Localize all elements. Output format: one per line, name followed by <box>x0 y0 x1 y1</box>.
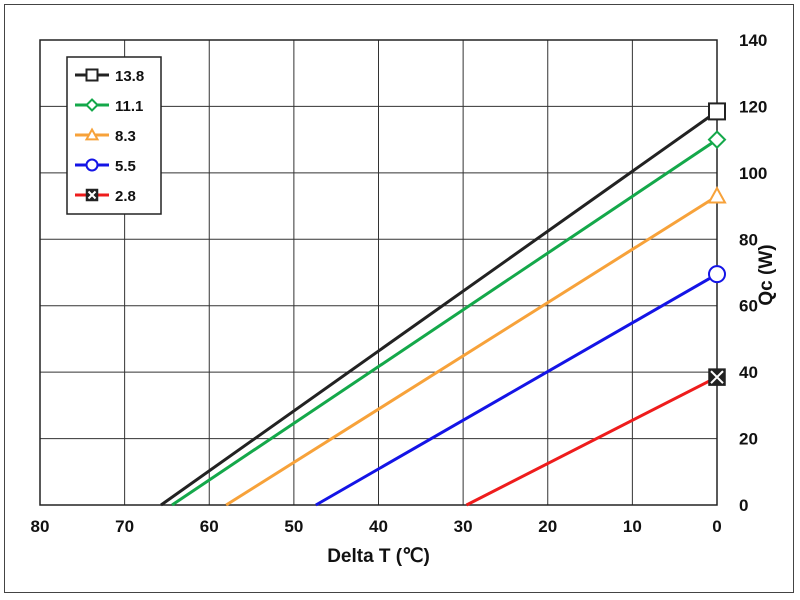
legend-item: 5.5 <box>75 158 136 175</box>
legend: 13.8 11.1 8.3 5.5 2.8 <box>66 56 162 215</box>
legend-marker <box>85 188 99 202</box>
x-tick-label: 20 <box>538 517 557 536</box>
marker-x-stroke <box>87 190 97 200</box>
series-group <box>160 102 727 507</box>
x-tick-label: 30 <box>454 517 473 536</box>
legend-item: 11.1 <box>75 98 143 115</box>
series-point-2-8 <box>708 368 726 386</box>
legend-marker <box>85 158 99 172</box>
legend-label: 8.3 <box>115 128 136 145</box>
series-line-13-8 <box>160 110 718 507</box>
legend-label: 2.8 <box>115 188 136 205</box>
marker-circle <box>708 265 726 284</box>
marker-diamond <box>707 130 727 150</box>
y-tick-label: 0 <box>739 496 748 515</box>
series-point-13-8 <box>708 102 726 121</box>
series-line-2-8 <box>465 375 718 507</box>
series-line-8-3 <box>225 194 718 507</box>
x-tick-label: 50 <box>284 517 303 536</box>
series-point-5-5 <box>708 265 726 284</box>
marker-triangle <box>84 127 100 141</box>
legend-marker <box>85 98 99 112</box>
x-tick-label: 10 <box>623 517 642 536</box>
marker-x-stroke <box>710 370 724 384</box>
series-line-5-5 <box>315 272 718 507</box>
series-point-8-3 <box>707 186 727 204</box>
x-tick-label: 40 <box>369 517 388 536</box>
marker-triangle <box>707 186 727 204</box>
legend-item: 13.8 <box>75 68 144 85</box>
y-tick-label: 80 <box>739 230 758 249</box>
legend-item: 2.8 <box>75 188 136 205</box>
marker-circle <box>85 158 99 172</box>
y-tick-label: 100 <box>739 164 767 183</box>
x-tick-label: 60 <box>200 517 219 536</box>
y-tick-label: 120 <box>739 97 767 116</box>
y-axis-title: Qc (W) <box>756 244 777 305</box>
y-tick-label: 140 <box>739 31 767 50</box>
y-axis-ticks: 0 20 40 60 80 100 120 140 <box>739 31 767 515</box>
x-tick-label: 80 <box>31 517 50 536</box>
legend-label: 5.5 <box>115 158 136 175</box>
marker-square <box>85 68 99 82</box>
y-tick-label: 40 <box>739 363 758 382</box>
legend-marker <box>84 127 100 141</box>
x-axis-title: Delta T (℃) <box>327 546 430 567</box>
marker-diamond <box>85 98 99 112</box>
y-tick-label: 20 <box>739 430 758 449</box>
legend-label: 11.1 <box>115 98 143 115</box>
legend-marker <box>85 68 99 82</box>
x-tick-label: 70 <box>115 517 134 536</box>
y-tick-label: 60 <box>739 297 758 316</box>
x-tick-label: 0 <box>712 517 721 536</box>
marker-square <box>708 102 726 121</box>
series-line-11-1 <box>171 138 718 507</box>
x-axis-ticks: 80 70 60 50 40 30 20 10 0 <box>31 517 722 536</box>
series-point-11-1 <box>707 130 727 150</box>
legend-label: 13.8 <box>115 68 144 85</box>
legend-item: 8.3 <box>75 127 136 145</box>
